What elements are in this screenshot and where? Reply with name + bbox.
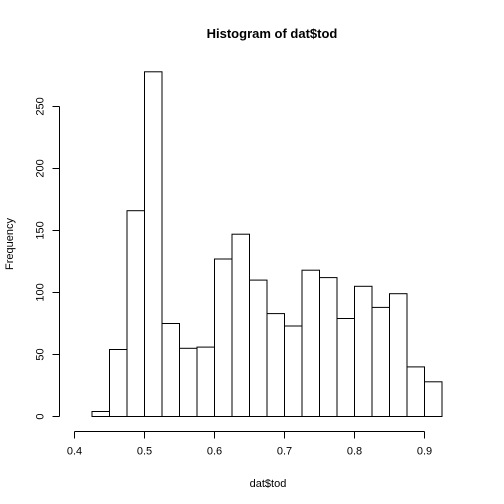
histogram-bar: [179, 347, 198, 417]
histogram-bar: [214, 258, 233, 417]
histogram-bar: [336, 318, 355, 417]
x-tick-label: 0.5: [137, 446, 152, 458]
histogram-bar: [284, 325, 303, 417]
histogram-bar: [406, 366, 425, 417]
y-tick-label: 100: [35, 283, 47, 301]
histogram-bar: [249, 279, 268, 417]
x-axis-label: dat$tod: [250, 478, 287, 490]
histogram-bar: [196, 346, 215, 418]
histogram-bar: [301, 269, 320, 418]
x-tick-label: 0.9: [417, 446, 432, 458]
histogram-bar: [354, 285, 373, 417]
histogram-bar: [231, 233, 250, 417]
histogram-bar: [126, 210, 145, 417]
histogram-bar: [144, 71, 163, 418]
y-axis-label: Frequency: [4, 218, 16, 270]
x-axis: 0.4 0.5 0.6 0.7 0.8 0.9: [67, 431, 432, 458]
bars-group: [91, 71, 443, 418]
histogram-bar: [389, 293, 408, 418]
y-tick-label: 50: [35, 348, 47, 360]
histogram-bar: [91, 411, 110, 417]
chart-title: Histogram of dat$tod: [207, 26, 338, 41]
y-tick-label: 200: [35, 159, 47, 177]
histogram-bar: [424, 381, 443, 417]
histogram-bar: [266, 313, 285, 418]
histogram-bar: [161, 323, 180, 417]
y-tick-label: 150: [35, 221, 47, 239]
histogram-bar: [319, 277, 338, 417]
x-tick-label: 0.7: [277, 446, 292, 458]
x-tick-label: 0.6: [207, 446, 222, 458]
y-tick-label: 250: [35, 97, 47, 115]
y-tick-label: 0: [35, 413, 47, 419]
y-axis: 0 50 100 150 200 250: [35, 97, 60, 420]
x-tick-label: 0.4: [67, 446, 82, 458]
histogram-bar: [109, 349, 128, 417]
histogram-bar: [371, 306, 390, 417]
x-tick-label: 0.8: [347, 446, 362, 458]
